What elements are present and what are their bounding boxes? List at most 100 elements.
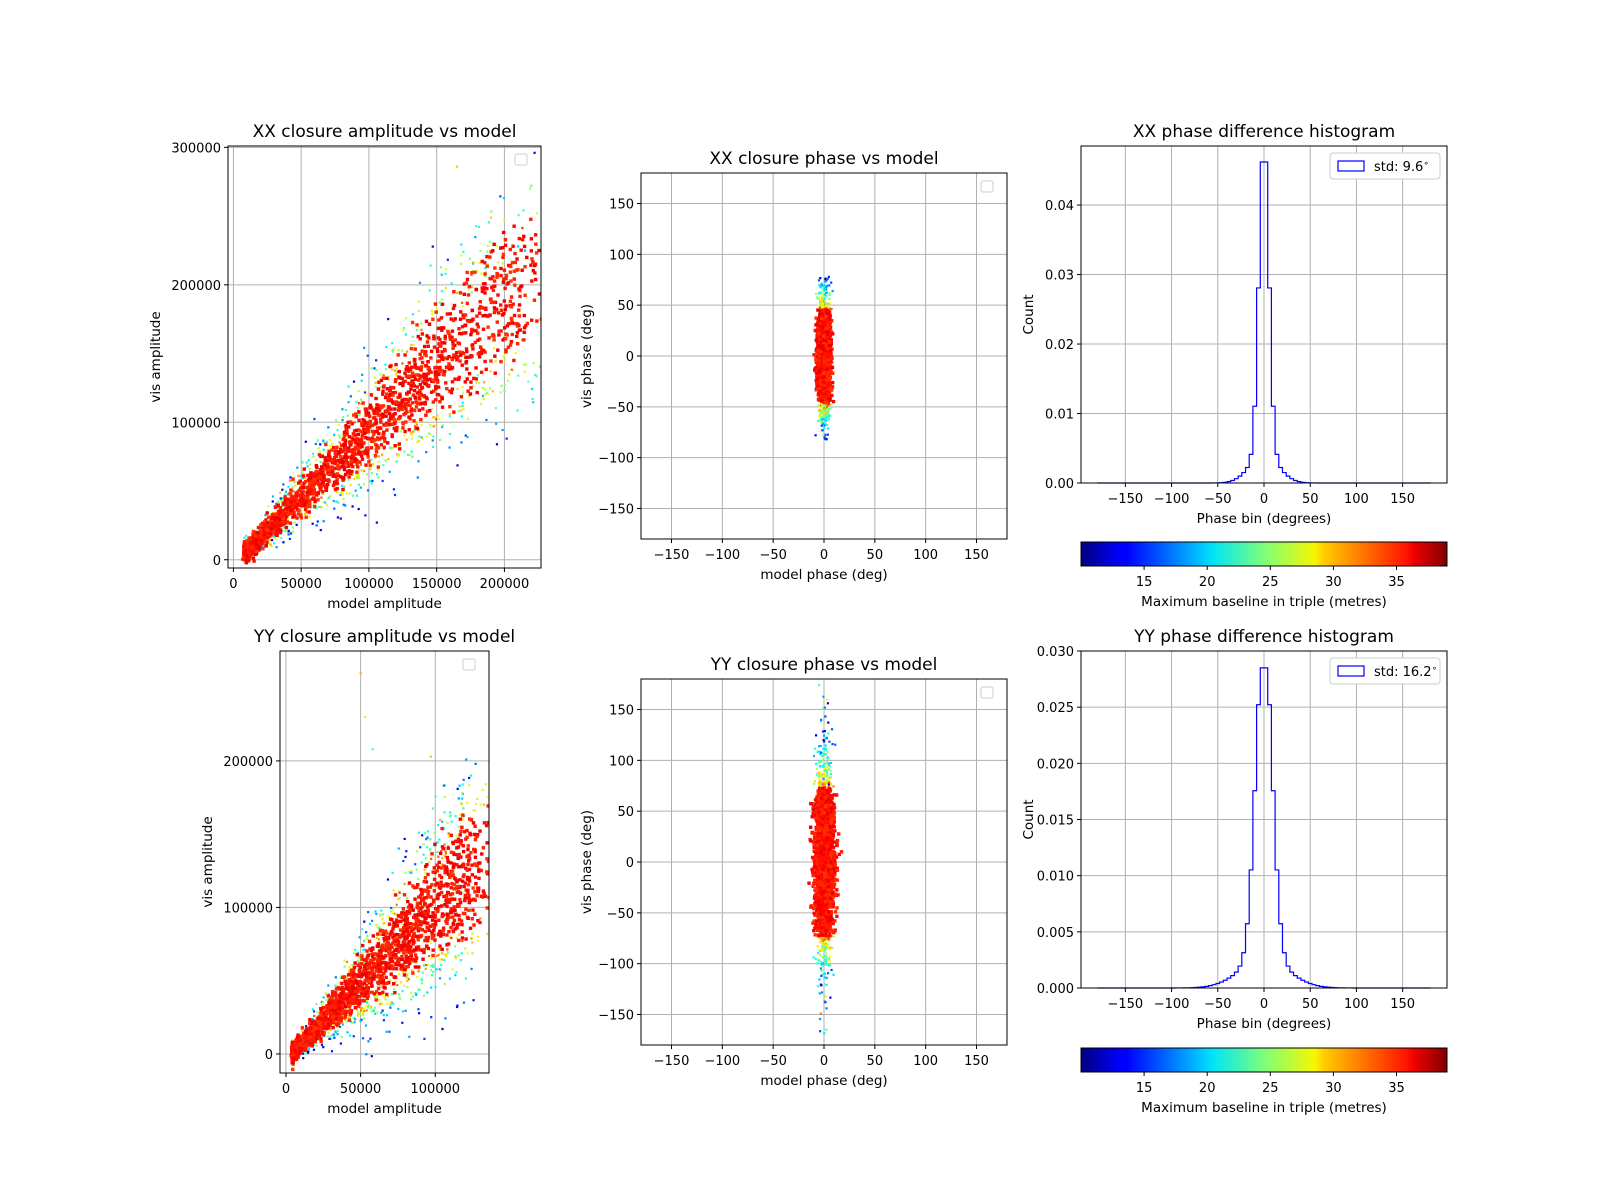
scatter-point <box>474 236 477 239</box>
scatter-point <box>458 359 462 363</box>
scatter-point <box>333 507 336 510</box>
scatter-point <box>828 357 833 361</box>
scatter-point <box>315 524 318 527</box>
scatter-point <box>308 500 312 505</box>
scatter-point <box>462 282 467 286</box>
scatter-point <box>262 543 266 546</box>
scatter-point <box>451 342 455 347</box>
scatter-point <box>824 288 828 291</box>
scatter-point <box>420 332 425 336</box>
scatter-point <box>297 493 301 498</box>
scatter-point <box>489 276 494 281</box>
scatter-point <box>349 459 353 463</box>
scatter-point <box>464 347 469 351</box>
scatter-point <box>494 360 497 363</box>
scatter-point <box>470 271 474 275</box>
scatter-point <box>323 457 327 462</box>
scatter-point <box>828 284 831 287</box>
scatter-point <box>815 374 819 379</box>
scatter-point <box>274 522 278 526</box>
scatter-point <box>260 541 264 545</box>
scatter-point <box>512 313 517 318</box>
scatter-point <box>429 433 432 436</box>
scatter-point <box>334 479 338 484</box>
scatter-point <box>258 544 263 548</box>
scatter-point <box>472 261 475 264</box>
scatter-point <box>823 426 826 430</box>
scatter-point <box>336 463 340 467</box>
scatter-point <box>293 480 296 484</box>
scatter-point <box>347 385 350 388</box>
scatter-point <box>424 353 428 358</box>
scatter-point <box>475 314 479 318</box>
scatter-point <box>816 308 820 312</box>
scatter-point <box>390 400 395 404</box>
scatter-point <box>250 554 253 558</box>
scatter-point <box>823 288 826 291</box>
scatter-point <box>508 299 513 304</box>
scatter-point <box>525 321 530 326</box>
scatter-point <box>325 449 328 452</box>
scatter-point <box>444 272 447 276</box>
scatter-point <box>825 407 828 410</box>
scatter-point <box>819 307 822 311</box>
scatter-point <box>536 212 539 215</box>
scatter-point <box>288 537 291 541</box>
scatter-point <box>456 377 461 381</box>
scatter-point <box>396 408 401 412</box>
scatter-point <box>418 356 422 361</box>
scatter-point <box>354 428 359 433</box>
scatter-point <box>297 488 302 493</box>
scatter-point <box>517 314 522 318</box>
y-tick-label: 200000 <box>171 279 221 294</box>
scatter-point <box>820 418 823 422</box>
scatter-point <box>533 233 538 237</box>
scatter-point <box>351 432 356 436</box>
scatter-point <box>412 384 417 388</box>
scatter-point <box>279 491 282 494</box>
scatter-point <box>251 552 255 556</box>
scatter-point <box>413 362 417 366</box>
scatter-point <box>513 283 517 287</box>
scatter-point <box>517 214 520 217</box>
scatter-point <box>819 300 822 303</box>
scatter-point <box>386 441 390 445</box>
scatter-point <box>283 493 287 496</box>
scatter-point <box>346 455 350 459</box>
scatter-point <box>364 435 368 440</box>
scatter-point <box>827 317 832 322</box>
scatter-point <box>299 509 303 512</box>
scatter-point <box>433 416 436 419</box>
scatter-point <box>308 474 312 478</box>
scatter-point <box>339 454 343 459</box>
scatter-point <box>422 375 427 380</box>
scatter-point <box>410 320 415 325</box>
scatter-point <box>532 401 535 404</box>
scatter-point <box>313 477 317 481</box>
scatter-point <box>372 409 376 413</box>
scatter-point <box>438 438 442 442</box>
scatter-point <box>349 449 353 453</box>
scatter-point <box>522 313 527 318</box>
chart-title: XX closure amplitude vs model <box>253 122 517 142</box>
scatter-point <box>408 417 412 421</box>
scatter-point <box>503 307 507 312</box>
scatter-point <box>256 543 261 547</box>
scatter-point <box>824 415 828 418</box>
scatter-point <box>425 338 429 341</box>
scatter-point <box>271 530 276 534</box>
scatter-point <box>822 300 825 303</box>
scatter-point <box>370 423 375 427</box>
scatter-point <box>416 440 419 443</box>
scatter-point <box>408 397 412 401</box>
scatter-point <box>299 482 302 485</box>
scatter-point <box>824 320 828 324</box>
scatter-point <box>360 435 364 440</box>
scatter-point <box>487 263 490 266</box>
scatter-point <box>360 379 363 382</box>
scatter-point <box>471 347 475 351</box>
scatter-point <box>506 281 511 285</box>
scatter-point <box>471 269 475 272</box>
scatter-point <box>823 404 826 407</box>
scatter-point <box>420 423 423 426</box>
